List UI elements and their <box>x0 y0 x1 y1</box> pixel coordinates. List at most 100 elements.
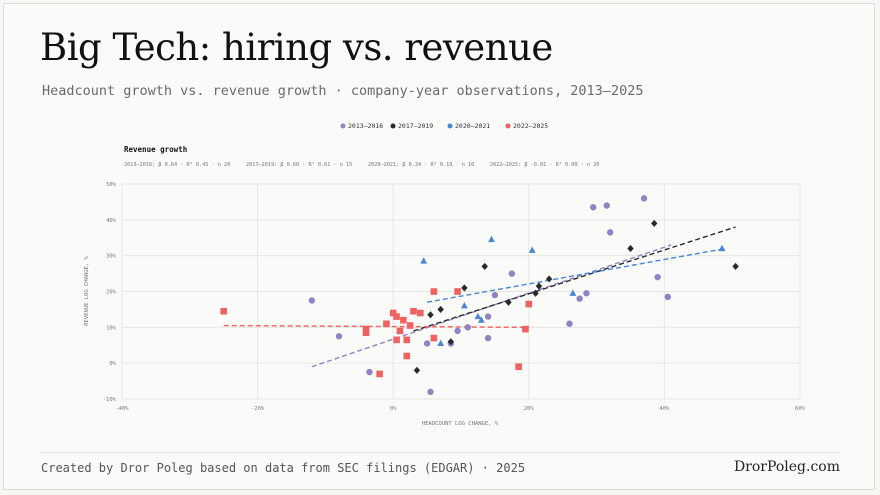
data-point <box>383 320 390 328</box>
page-subtitle: Headcount growth vs. revenue growth · co… <box>42 83 644 99</box>
data-point <box>732 262 739 271</box>
data-point <box>396 327 404 335</box>
footer-credit: Created by Dror Poleg based on data from… <box>41 461 526 475</box>
fit-lines <box>223 226 736 368</box>
data-point <box>627 244 634 253</box>
chart-grid <box>121 183 801 400</box>
data-point <box>389 309 397 317</box>
data-points <box>220 195 739 396</box>
data-point <box>430 334 438 342</box>
y-tick-label: 20% <box>106 290 117 296</box>
data-point <box>437 339 445 347</box>
data-point <box>583 290 590 297</box>
data-point <box>474 312 482 320</box>
x-tick-label: 60% <box>795 406 806 412</box>
y-tick-label: -10% <box>103 397 117 403</box>
data-point <box>427 311 434 319</box>
data-point <box>366 368 373 376</box>
card-frame <box>3 3 875 490</box>
data-point <box>460 302 468 309</box>
data-point <box>427 388 434 396</box>
data-point <box>545 275 553 283</box>
y-tick-label: 30% <box>106 254 117 260</box>
y-tick-label: 0% <box>109 361 116 367</box>
series-stat: 2020–2021: β 0.34 · R² 0.19 · n 10 <box>368 162 474 168</box>
y-tick-label: 50% <box>106 182 117 188</box>
data-point <box>406 322 414 329</box>
data-point <box>505 298 512 306</box>
footer-divider <box>40 452 840 453</box>
data-point <box>220 307 227 315</box>
series-stat: 2022–2025: β -0.01 · R² 0.00 · n 20 <box>490 162 599 168</box>
series-stats: 2013–2016: β 0.64 · R² 0.45 · n 20 2017–2… <box>124 162 599 168</box>
data-point <box>484 313 492 320</box>
data-point <box>403 352 411 360</box>
legend-marker <box>340 123 346 129</box>
data-point <box>308 297 316 304</box>
legend-label: 2013–2016 <box>348 122 383 130</box>
data-point <box>566 320 573 327</box>
chart-axes: -40% -20% 0% 20% 40% 60% -10% 0% 10% 20% 30% 40% 50% <box>103 182 806 412</box>
data-point <box>484 334 492 342</box>
data-point <box>423 340 431 347</box>
data-point <box>417 309 424 317</box>
data-point <box>606 229 614 236</box>
footer-brand: DrorPoleg.com <box>733 459 840 475</box>
x-tick-label: -40% <box>115 406 129 412</box>
chart-legend: 2013–2016 2017–2019 2020–2021 2022–2025 <box>340 122 548 130</box>
data-point <box>664 293 671 301</box>
legend-marker <box>447 123 453 129</box>
data-point <box>528 246 536 253</box>
data-point <box>420 257 428 264</box>
data-point <box>654 273 661 281</box>
data-point <box>640 195 648 202</box>
series-stat: 2017–2019: β 0.60 · R² 0.61 · n 15 <box>246 162 352 168</box>
series-stat: 2013–2016: β 0.64 · R² 0.45 · n 20 <box>124 162 230 168</box>
data-point <box>447 338 455 346</box>
data-point <box>590 204 597 211</box>
data-point <box>532 289 539 297</box>
data-point <box>335 333 343 340</box>
legend-label: 2020–2021 <box>455 122 490 130</box>
fit-line <box>413 226 736 332</box>
fit-line <box>223 324 529 329</box>
x-tick-label: -20% <box>251 406 265 412</box>
data-point <box>481 262 488 271</box>
legend-label: 2017–2019 <box>398 122 433 130</box>
data-point <box>437 305 444 314</box>
legend-marker <box>505 123 511 129</box>
y-tick-label: 40% <box>106 218 117 224</box>
fit-line <box>311 244 672 368</box>
data-point <box>413 366 421 374</box>
data-point <box>464 324 471 331</box>
x-tick-label: 0% <box>390 406 397 412</box>
y-axis-label: REVENUE LOG CHANGE, % <box>84 256 90 326</box>
panel-title: Revenue growth <box>124 145 187 154</box>
data-point <box>522 325 529 333</box>
data-point <box>362 329 370 337</box>
x-tick-label: 40% <box>659 406 670 412</box>
data-point <box>376 370 383 378</box>
data-point <box>515 363 522 371</box>
data-point <box>508 270 516 277</box>
legend-label: 2022–2025 <box>513 122 548 130</box>
y-tick-label: 10% <box>106 325 117 331</box>
data-point <box>488 235 495 243</box>
data-point <box>393 336 400 344</box>
fit-line <box>426 247 726 303</box>
data-point <box>718 244 726 252</box>
page-title: Big Tech: hiring vs. revenue <box>40 26 553 69</box>
data-point <box>491 291 499 299</box>
data-point <box>362 325 370 333</box>
legend-marker <box>390 123 396 129</box>
data-point <box>430 288 438 295</box>
data-point <box>569 289 577 296</box>
data-point <box>603 202 610 209</box>
data-point <box>525 300 533 308</box>
data-point <box>576 295 583 302</box>
data-point <box>410 307 417 315</box>
x-tick-label: 20% <box>524 406 535 412</box>
data-point <box>393 313 400 320</box>
data-point <box>477 316 485 323</box>
